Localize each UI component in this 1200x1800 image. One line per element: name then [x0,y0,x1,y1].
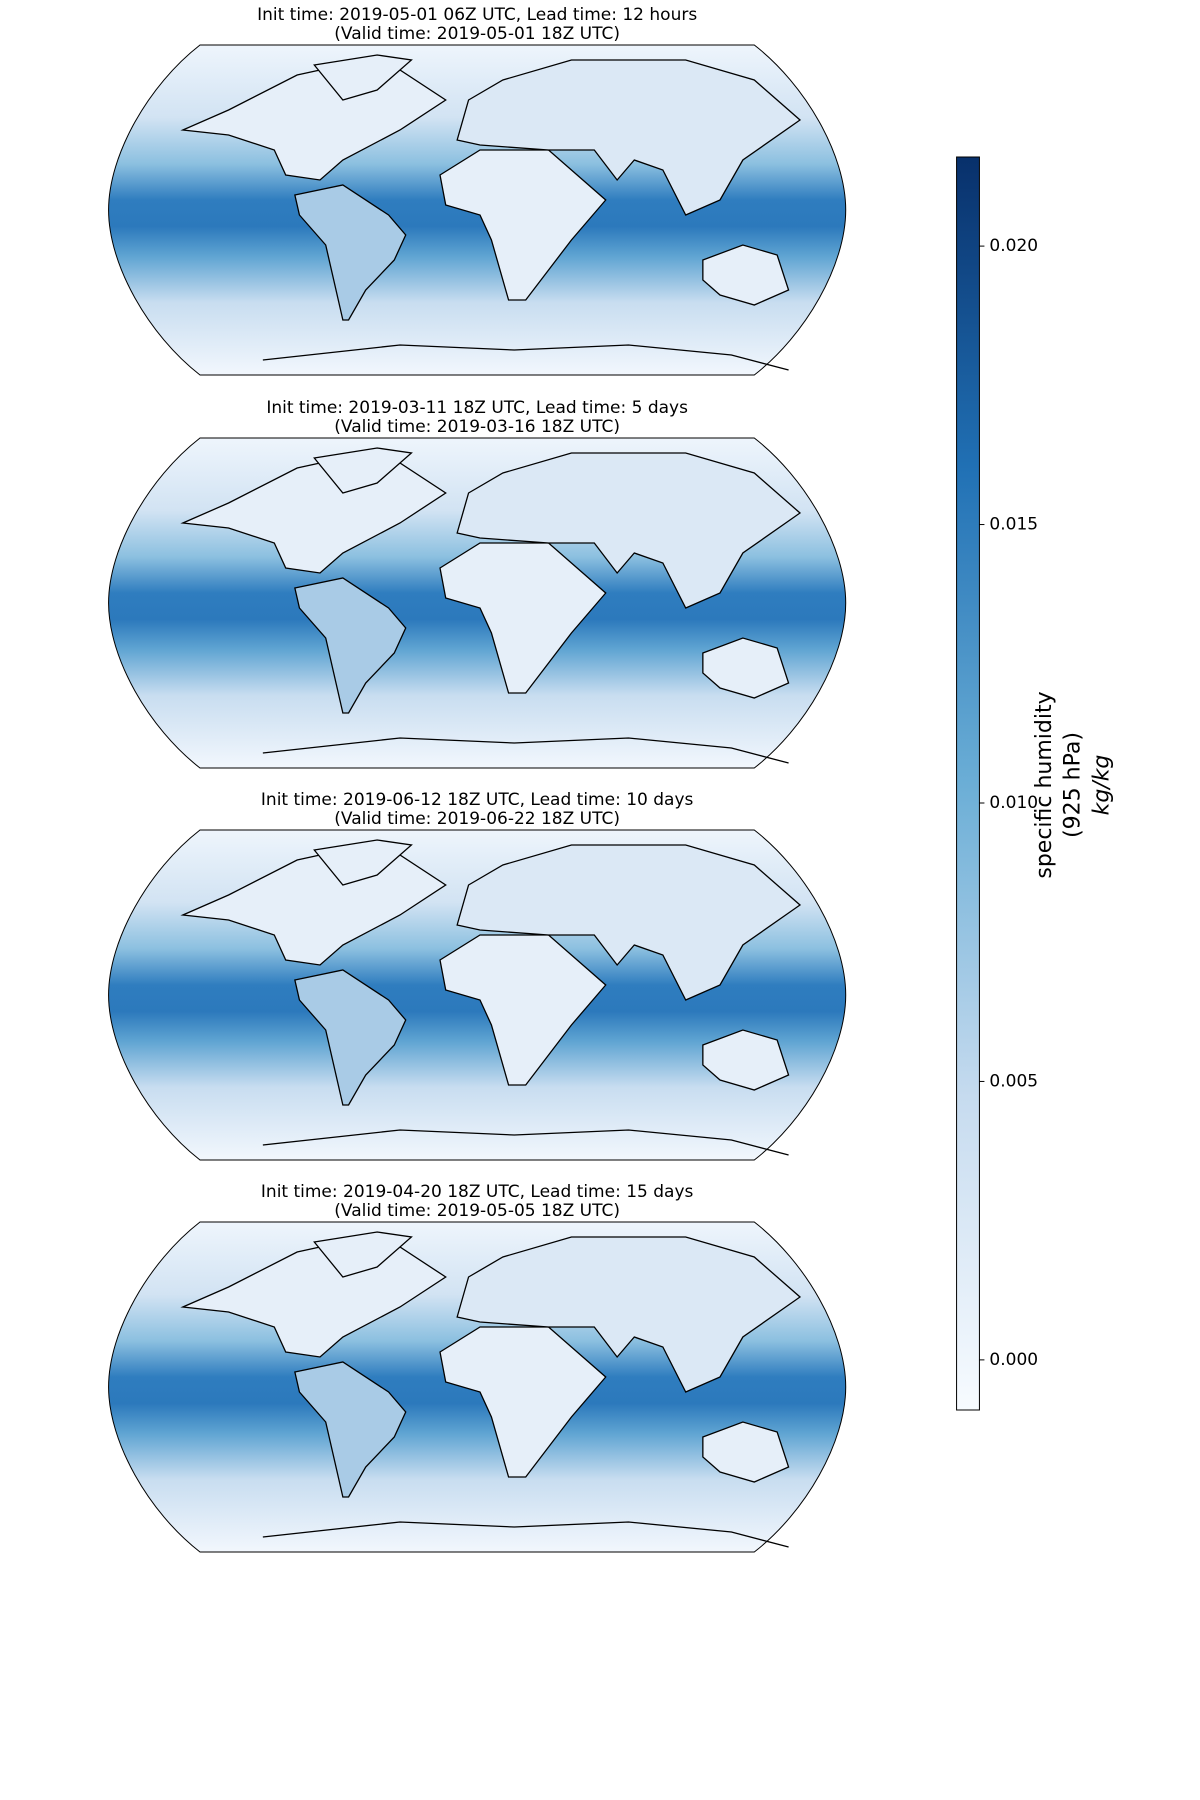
map-title: Init time: 2019-03-11 18Z UTC, Lead time… [266,398,688,418]
map [107,829,847,1161]
colorbar-tick-label: 0.000 [989,1350,1038,1370]
map [107,44,847,376]
map-panel [107,1221,847,1553]
colorbar-tick-label: 0.015 [989,515,1038,535]
map-title: (Valid time: 2019-05-01 18Z UTC) [334,24,620,44]
colorbar-label: specific humidity [1032,691,1057,878]
colorbar-tick-label: 0.005 [989,1071,1038,1091]
map-title: (Valid time: 2019-03-16 18Z UTC) [334,417,620,437]
map-title: Init time: 2019-06-12 18Z UTC, Lead time… [261,790,694,810]
map-title: Init time: 2019-05-01 06Z UTC, Lead time… [257,5,697,25]
map-title: (Valid time: 2019-06-22 18Z UTC) [334,809,620,829]
colorbar [956,156,980,1411]
colorbar-tick-label: 0.020 [989,236,1038,256]
colorbar-tick-label: 0.010 [989,793,1038,813]
colorbar-label: (925 hPa) [1061,732,1086,838]
map [107,1221,847,1553]
colorbar-label: kg/kg [1089,755,1114,816]
map-title: Init time: 2019-04-20 18Z UTC, Lead time… [261,1182,694,1202]
map [107,437,847,769]
map-title: (Valid time: 2019-05-05 18Z UTC) [334,1201,620,1221]
map-panel [107,437,847,769]
map-panel [107,829,847,1161]
map-panel [107,44,847,376]
